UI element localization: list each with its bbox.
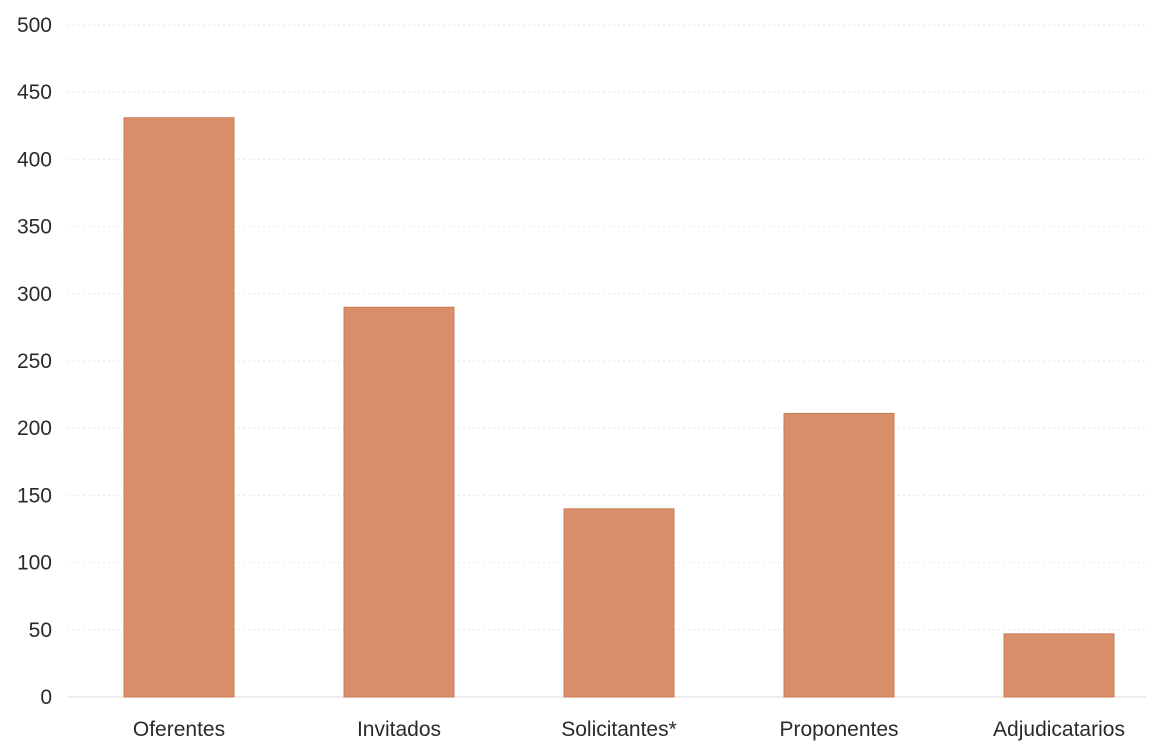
y-tick-label: 50 bbox=[29, 619, 52, 642]
y-tick-label: 0 bbox=[40, 686, 52, 709]
bar-invitados bbox=[343, 306, 455, 698]
x-tick-label: Invitados bbox=[357, 718, 441, 741]
y-axis-ticks: 0 50 100 150 200 250 300 350 400 450 500 bbox=[17, 14, 52, 709]
y-tick-label: 250 bbox=[17, 350, 52, 373]
y-tick-label: 300 bbox=[17, 283, 52, 306]
bar-proponentes bbox=[783, 412, 895, 698]
y-tick-label: 400 bbox=[17, 148, 52, 171]
y-tick-label: 350 bbox=[17, 216, 52, 239]
x-tick-label: Oferentes bbox=[133, 718, 225, 741]
bar-solicitantes bbox=[563, 508, 675, 698]
y-tick-label: 150 bbox=[17, 484, 52, 507]
y-tick-label: 450 bbox=[17, 81, 52, 104]
y-tick-label: 200 bbox=[17, 417, 52, 440]
x-tick-label: Proponentes bbox=[779, 718, 898, 741]
x-tick-label: Solicitantes* bbox=[561, 718, 677, 741]
bar-oferentes bbox=[123, 117, 235, 698]
y-tick-label: 100 bbox=[17, 552, 52, 575]
bars bbox=[123, 117, 1115, 698]
x-tick-label: Adjudicatarios bbox=[993, 718, 1125, 741]
y-tick-label: 500 bbox=[17, 14, 52, 37]
bar-adjudicatarios bbox=[1003, 633, 1115, 698]
x-axis-labels: Oferentes Invitados Solicitantes* Proponent… bbox=[133, 718, 1125, 741]
